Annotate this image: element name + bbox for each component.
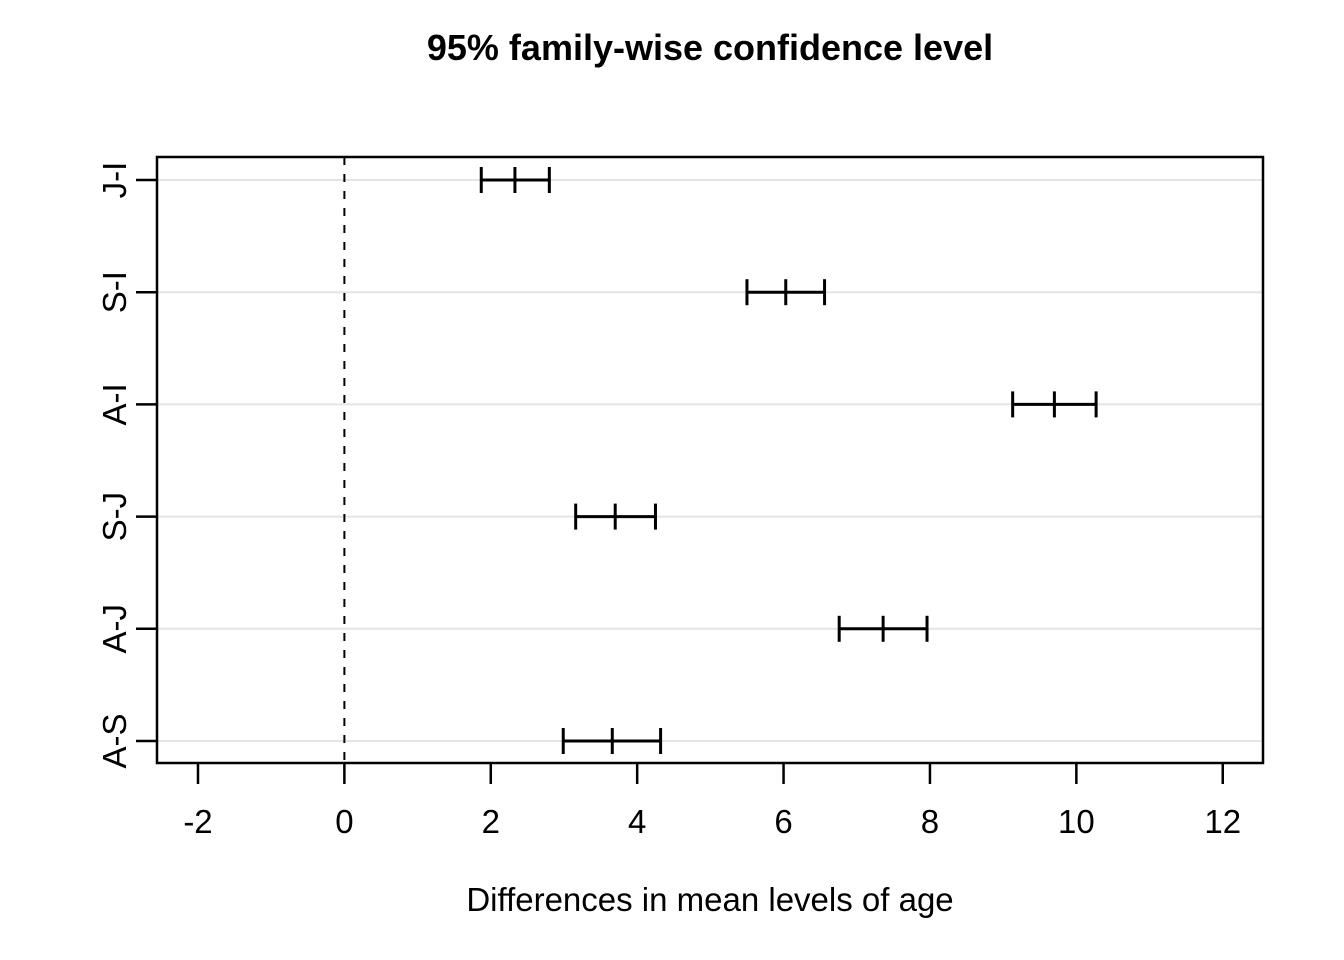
x-tick-label-10: 10 — [1058, 803, 1095, 840]
y-axis: J-I S-I A-I S-J A-J A-S — [96, 162, 157, 769]
x-axis-title: Differences in mean levels of age — [466, 881, 953, 918]
x-tick-label-6: 6 — [774, 803, 792, 840]
interval-S-J — [574, 503, 657, 530]
plot-box — [155, 155, 1265, 765]
y-tick-label-A-J: A-J — [96, 604, 133, 654]
y-tick-label-J-I: J-I — [96, 162, 133, 199]
interval-J-I — [479, 167, 551, 193]
x-tick-label-8: 8 — [921, 803, 939, 840]
interval-A-S — [561, 728, 663, 754]
confidence-intervals — [479, 167, 1098, 754]
x-tick-label-0: 0 — [335, 803, 353, 840]
x-tick-label--2: -2 — [183, 803, 212, 840]
interval-A-J — [837, 615, 929, 642]
x-tick-label-2: 2 — [482, 803, 500, 840]
interval-S-I — [745, 279, 827, 306]
gridlines — [157, 179, 1263, 742]
y-tick-label-S-J: S-J — [96, 492, 133, 542]
x-tick-label-4: 4 — [628, 803, 646, 840]
x-axis: -2 0 2 4 6 8 10 12 — [183, 763, 1241, 840]
plot-frame — [155, 155, 1265, 765]
y-tick-label-S-I: S-I — [96, 271, 133, 313]
plot-title: 95% family-wise confidence level — [427, 27, 993, 68]
interval-A-I — [1011, 391, 1098, 418]
y-tick-label-A-S: A-S — [96, 713, 133, 768]
y-tick-label-A-I: A-I — [96, 383, 133, 425]
x-tick-label-12: 12 — [1204, 803, 1241, 840]
